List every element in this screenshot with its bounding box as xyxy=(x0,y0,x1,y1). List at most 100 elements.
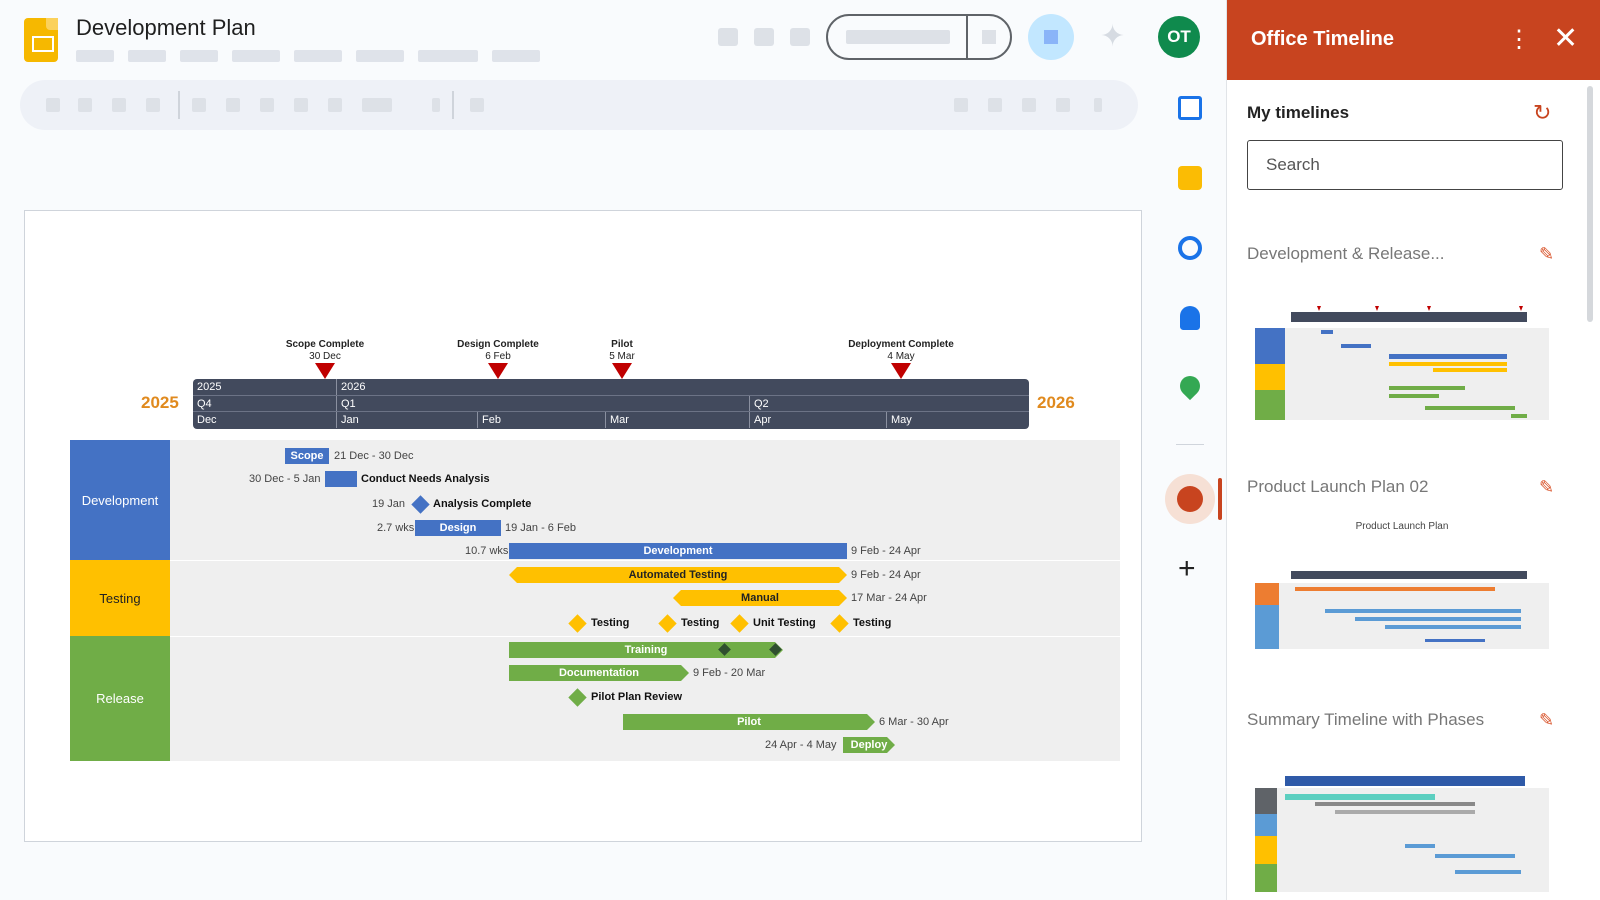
task-bar-deploy[interactable]: Deploy xyxy=(843,737,895,753)
milestone-marker-icon[interactable] xyxy=(891,363,911,379)
time-scale[interactable]: 2025 2026 Q4 Q1 Q2 Dec Jan Feb Mar Apr M… xyxy=(193,379,1029,429)
menu-item[interactable] xyxy=(418,50,478,62)
task-bar-development[interactable]: Development xyxy=(509,543,847,559)
scrollbar[interactable] xyxy=(1587,86,1593,322)
divider xyxy=(452,91,454,119)
scale-cell: May xyxy=(886,412,912,428)
milestone-date: 4 May xyxy=(887,351,915,362)
milestone-marker-icon[interactable] xyxy=(315,363,335,379)
tool-icon[interactable] xyxy=(294,98,308,112)
tool-icon[interactable] xyxy=(432,98,440,112)
menu-item[interactable] xyxy=(76,50,114,62)
timeline-item[interactable]: Development & Release... ✎ xyxy=(1247,244,1567,434)
task-label: Testing xyxy=(591,617,630,629)
more-options-icon[interactable]: ⋮ xyxy=(1507,26,1531,53)
refresh-icon[interactable]: ↻ xyxy=(1533,100,1552,125)
video-call-icon[interactable] xyxy=(790,28,810,46)
menu-item[interactable] xyxy=(128,50,166,62)
tool-icon[interactable] xyxy=(192,98,206,112)
add-addon-icon[interactable]: + xyxy=(1178,552,1196,585)
task-bar-pilot[interactable]: Pilot xyxy=(623,714,875,730)
divider xyxy=(170,560,1120,561)
task-bar-scope[interactable]: Scope xyxy=(285,448,329,464)
tool-icon[interactable] xyxy=(328,98,342,112)
milestone-marker-icon[interactable] xyxy=(612,363,632,379)
swimlane-testing[interactable]: Testing xyxy=(70,560,170,636)
panel-subtitle: My timelines xyxy=(1247,103,1350,122)
divider xyxy=(178,91,180,119)
close-icon[interactable]: ✕ xyxy=(1553,22,1579,55)
tool-icon[interactable] xyxy=(46,98,60,112)
tool-icon[interactable] xyxy=(260,98,274,112)
slide-canvas[interactable]: Scope Complete 30 Dec Design Complete 6 … xyxy=(24,210,1142,842)
tool-icon[interactable] xyxy=(1056,98,1070,112)
task-dates: 19 Jan - 6 Feb xyxy=(505,522,576,534)
swimlane-release[interactable]: Release xyxy=(70,636,170,761)
calendar-icon[interactable] xyxy=(1178,96,1202,120)
task-bar-design[interactable]: Design xyxy=(415,520,501,536)
task-bar-manual[interactable]: Manual xyxy=(673,590,847,606)
menu-bar xyxy=(76,50,540,62)
tool-icon[interactable] xyxy=(1022,98,1036,112)
menu-item[interactable] xyxy=(492,50,540,62)
slides-logo-icon[interactable] xyxy=(24,18,58,62)
scale-cell: Jan xyxy=(336,412,359,428)
document-title[interactable]: Development Plan xyxy=(76,15,256,40)
task-bar-training[interactable]: Training xyxy=(509,642,783,658)
end-year: 2026 xyxy=(1037,393,1075,412)
contacts-icon[interactable] xyxy=(1180,306,1200,330)
task-dates: 9 Feb - 20 Mar xyxy=(693,667,766,679)
chevron-down-icon[interactable] xyxy=(982,30,996,44)
tool-icon[interactable] xyxy=(146,98,160,112)
menu-item[interactable] xyxy=(294,50,342,62)
menu-item[interactable] xyxy=(356,50,404,62)
history-icon[interactable] xyxy=(718,28,738,46)
keep-icon[interactable] xyxy=(1178,166,1202,190)
tool-icon[interactable] xyxy=(226,98,240,112)
task-dates: 24 Apr - 4 May xyxy=(765,739,837,751)
tool-icon[interactable] xyxy=(470,98,484,112)
maps-icon[interactable] xyxy=(1175,371,1205,401)
panel-title: Office Timeline xyxy=(1251,28,1395,50)
timeline-thumbnail[interactable]: Product Launch Plan xyxy=(1255,521,1549,661)
sparkle-icon[interactable]: ✦ xyxy=(1100,20,1126,53)
tool-icon[interactable] xyxy=(78,98,92,112)
meet-icon[interactable] xyxy=(1028,14,1074,60)
tool-icon[interactable] xyxy=(954,98,968,112)
swimlane-development[interactable]: Development xyxy=(70,440,170,560)
menu-item[interactable] xyxy=(180,50,218,62)
edit-pencil-icon[interactable]: ✎ xyxy=(1539,477,1555,497)
task-bar-automated-testing[interactable]: Automated Testing xyxy=(509,567,847,583)
tool-icon[interactable] xyxy=(988,98,1002,112)
task-dates: 21 Dec - 30 Dec xyxy=(334,450,414,462)
tool-icon[interactable] xyxy=(362,98,392,112)
milestone-label: Design Complete 6 Feb xyxy=(428,339,568,363)
avatar[interactable]: OT xyxy=(1158,16,1200,58)
scale-cell: 2025 xyxy=(197,381,222,393)
task-duration: 10.7 wks xyxy=(465,545,509,557)
slideshow-button[interactable] xyxy=(826,14,1012,60)
search-input[interactable] xyxy=(1247,140,1563,190)
timeline-thumbnail[interactable] xyxy=(1255,288,1549,428)
scale-row-years: 2025 2026 xyxy=(193,379,1029,395)
tasks-icon[interactable] xyxy=(1178,236,1202,260)
tool-icon[interactable] xyxy=(1094,98,1102,112)
edit-pencil-icon[interactable]: ✎ xyxy=(1539,710,1555,730)
timeline-item[interactable]: Summary Timeline with Phases ✎ xyxy=(1247,710,1567,900)
menu-item[interactable] xyxy=(232,50,280,62)
task-bar-documentation[interactable]: Documentation xyxy=(509,665,689,681)
timeline-thumbnail[interactable] xyxy=(1255,754,1549,894)
task-bar-needs-analysis[interactable] xyxy=(325,471,357,487)
edit-pencil-icon[interactable]: ✎ xyxy=(1539,244,1555,264)
comment-icon[interactable] xyxy=(754,28,774,46)
divider xyxy=(1176,444,1204,445)
office-timeline-addon-icon[interactable] xyxy=(1165,474,1215,524)
task-duration: 2.7 wks xyxy=(377,522,415,534)
milestone-marker-icon[interactable] xyxy=(488,363,508,379)
divider xyxy=(170,636,1120,637)
milestone-date: 30 Dec xyxy=(309,351,341,362)
tool-icon[interactable] xyxy=(112,98,126,112)
task-label: Pilot Plan Review xyxy=(591,691,683,703)
timeline-item[interactable]: Product Launch Plan 02 ✎ Product Launch … xyxy=(1247,477,1567,667)
